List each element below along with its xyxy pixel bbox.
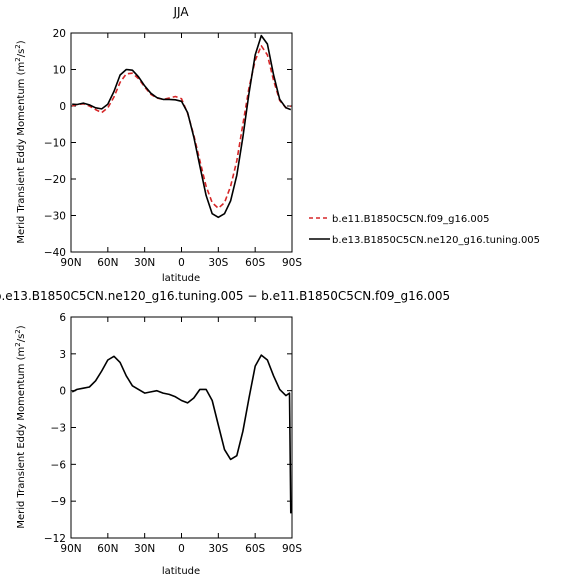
top-ytick-label: −10 [44, 138, 66, 150]
bottom-xtick-label: 0 [178, 543, 185, 555]
bottom-x-axis: 90N 60N 30N 0 30S 60S 90S [60, 317, 302, 555]
bottom-ytick-label: −9 [51, 496, 66, 508]
bottom-plot-frame [70, 316, 293, 539]
bottom-xtick-label: 60N [97, 543, 118, 555]
top-ytick-label: −20 [44, 174, 66, 186]
bottom-ytick-label: 6 [59, 312, 66, 324]
top-ytick-label: 0 [59, 101, 66, 113]
top-series-lines [71, 34, 292, 219]
top-ytick-label: 10 [53, 65, 66, 77]
top-chart-title: JJA [172, 5, 189, 19]
legend-label-series-1: b.e11.B1850C5CN.f09_g16.005 [332, 214, 489, 225]
bottom-y-axis-label: Merid Transient Eddy Momentum (m2/s2) [14, 325, 27, 528]
bottom-xtick-label: 90N [60, 543, 81, 555]
top-xtick-label: 0 [178, 257, 185, 269]
top-plot-frame [70, 32, 293, 253]
bottom-xtick-label: 90S [282, 543, 302, 555]
top-xtick-label: 30N [134, 257, 155, 269]
top-xtick-label: 90S [282, 257, 302, 269]
legend-label-series-2: b.e13.B1850C5CN.ne120_g16.tuning.005 [332, 235, 540, 246]
top-series-line-1 [71, 44, 292, 209]
top-series-line-2 [72, 34, 292, 219]
bottom-x-axis-label: latitude [162, 566, 200, 577]
bottom-xtick-label: 30N [134, 543, 155, 555]
top-x-axis-label: latitude [162, 273, 200, 284]
bottom-ytick-label: 0 [59, 386, 66, 398]
bottom-ytick-label: 3 [59, 349, 66, 361]
top-ytick-label: −40 [44, 247, 66, 259]
bottom-ytick-label: −12 [44, 533, 66, 545]
top-ytick-label: 20 [53, 28, 66, 40]
bottom-xtick-label: 30S [208, 543, 228, 555]
top-y-axis-label: Merid Transient Eddy Momentum (m2/s2) [14, 40, 27, 243]
top-y-axis: 20 10 0 −10 −20 −30 −40 [44, 28, 292, 259]
top-xtick-label: 60S [245, 257, 265, 269]
panel-bottom-chart: b.e13.B1850C5CN.ne120_g16.tuning.005 − b… [0, 289, 450, 577]
bottom-series-line-1 [71, 354, 292, 514]
bottom-series-lines [71, 354, 292, 514]
bottom-ytick-label: −3 [51, 423, 66, 435]
bottom-ytick-label: −6 [51, 459, 67, 471]
top-x-axis: 90N 60N 30N 0 30S 60S 90S [60, 33, 302, 269]
top-xtick-label: 30S [208, 257, 228, 269]
top-xtick-label: 60N [97, 257, 118, 269]
top-xtick-label: 90N [60, 257, 81, 269]
top-ytick-label: −30 [44, 211, 66, 223]
bottom-chart-title: b.e13.B1850C5CN.ne120_g16.tuning.005 − b… [0, 289, 450, 303]
legend: b.e11.B1850C5CN.f09_g16.005 b.e13.B1850C… [309, 214, 540, 246]
bottom-xtick-label: 60S [245, 543, 265, 555]
bottom-y-axis: 6 3 0 −3 −6 −9 −12 [44, 312, 292, 545]
